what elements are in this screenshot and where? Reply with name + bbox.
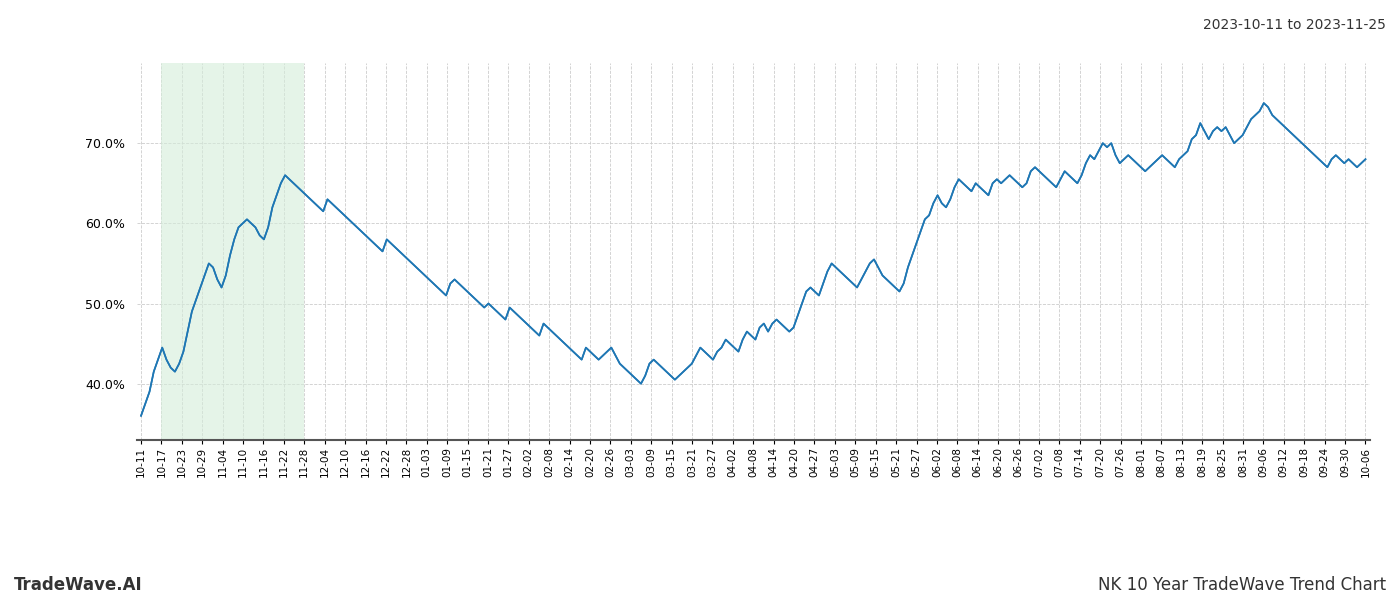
Text: 2023-10-11 to 2023-11-25: 2023-10-11 to 2023-11-25 (1203, 18, 1386, 32)
Text: NK 10 Year TradeWave Trend Chart: NK 10 Year TradeWave Trend Chart (1098, 576, 1386, 594)
Bar (161, 63, 304, 440)
Text: TradeWave.AI: TradeWave.AI (14, 576, 143, 594)
